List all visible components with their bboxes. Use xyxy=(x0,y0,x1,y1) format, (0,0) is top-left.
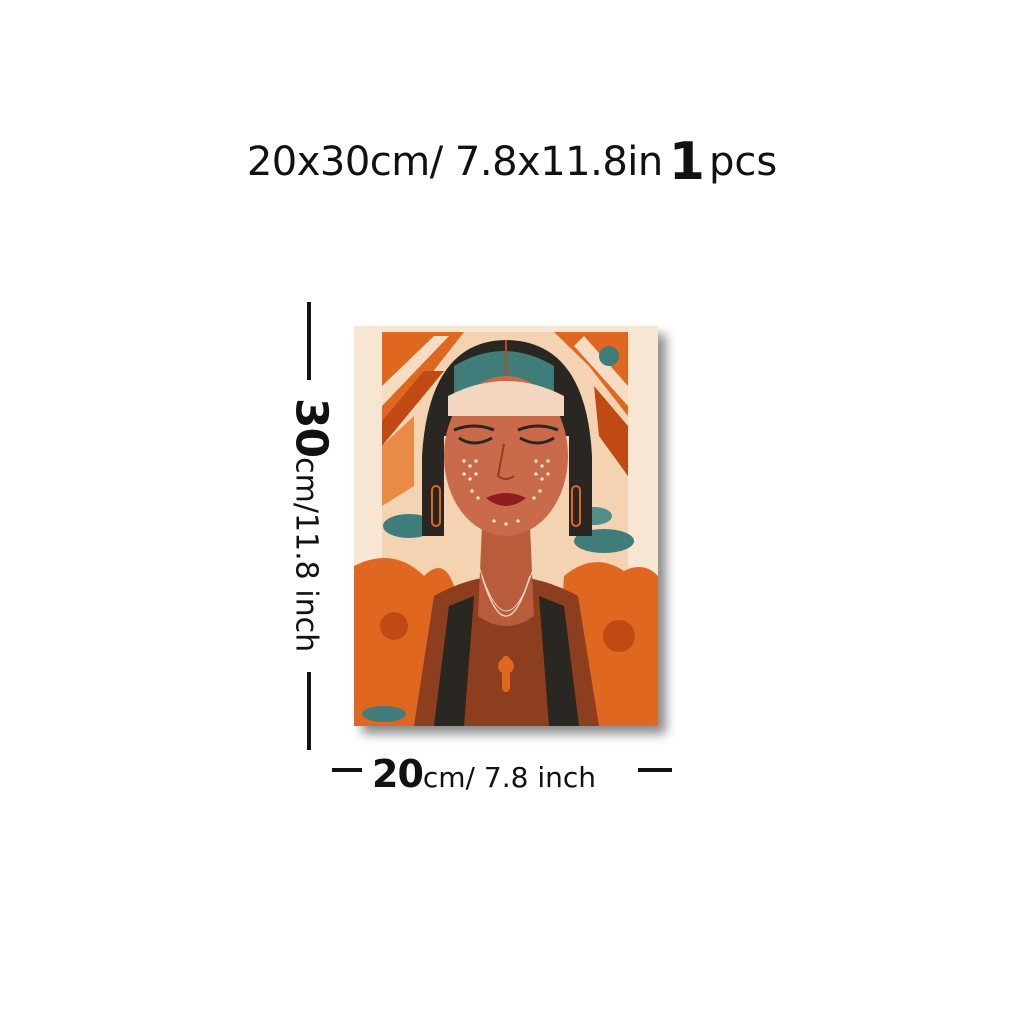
canvas-print xyxy=(354,326,658,726)
quantity-number: 1 xyxy=(668,132,705,192)
portrait-artwork xyxy=(354,326,658,726)
size-text: 20x30cm/ 7.8x11.8in xyxy=(246,139,663,185)
width-unit-text: cm/ 7.8 inch xyxy=(422,761,596,794)
width-dimension-line-right xyxy=(638,768,672,772)
height-dimension-line-bottom xyxy=(307,672,311,750)
width-number: 20 xyxy=(372,752,424,796)
height-unit-text: cm/11.8 inch xyxy=(288,457,324,653)
quantity-unit: pcs xyxy=(708,139,778,185)
height-dimension-line-top xyxy=(307,302,311,380)
height-number: 30 xyxy=(285,397,337,458)
product-size-headline: 20x30cm/ 7.8x11.8in 1 pcs xyxy=(0,132,1024,192)
width-dimension-line-left xyxy=(332,768,362,772)
width-dimension-label: 20cm/ 7.8 inch xyxy=(372,752,596,796)
